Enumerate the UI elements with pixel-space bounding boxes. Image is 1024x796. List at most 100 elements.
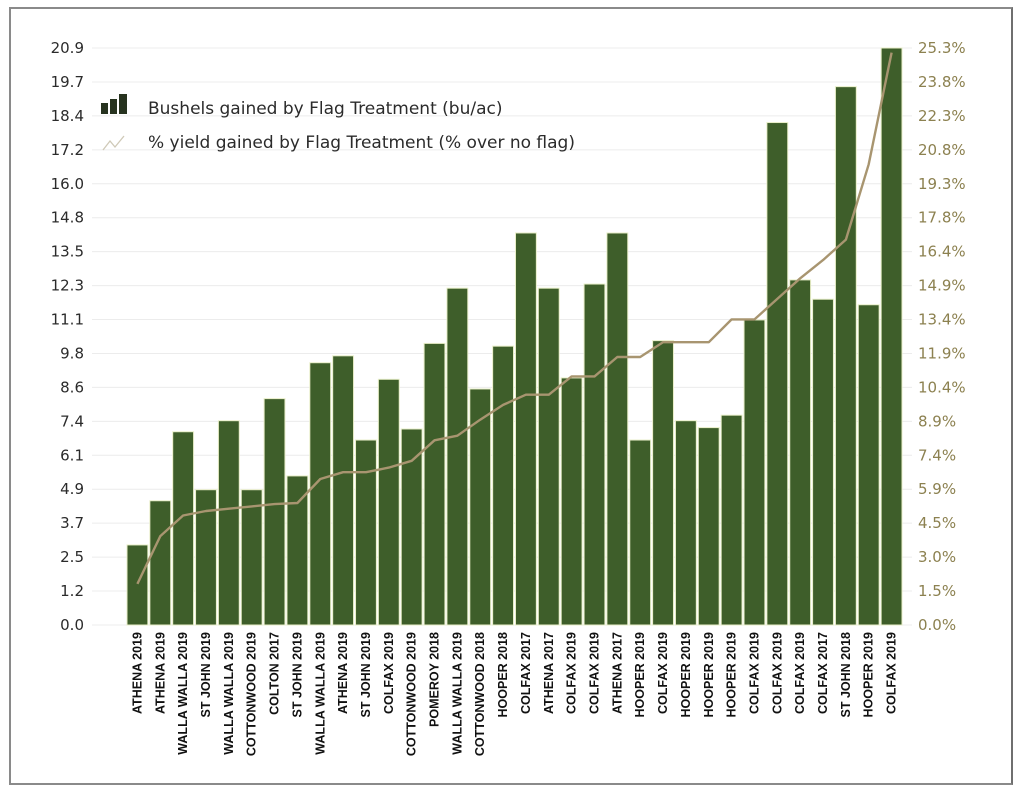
- x-tick-label: ST JOHN 2018: [839, 632, 853, 718]
- bar: [606, 232, 629, 626]
- right-y-tick-label: 1.5%: [918, 582, 956, 600]
- x-tick-label: HOOPER 2019: [862, 632, 876, 718]
- x-tick-label: ATHENA 2017: [542, 632, 556, 714]
- left-y-tick-label: 8.6: [60, 378, 84, 396]
- bar: [766, 122, 789, 626]
- left-y-tick-label: 9.8: [60, 344, 84, 362]
- left-y-tick-label: 14.8: [51, 209, 84, 227]
- bar: [172, 431, 195, 626]
- right-y-tick-label: 0.0%: [918, 616, 956, 634]
- right-y-tick-label: 4.5%: [918, 514, 956, 532]
- x-tick-label: COLFAX 2017: [816, 632, 830, 714]
- left-y-tick-label: 3.7: [60, 514, 84, 532]
- x-tick-label: COLFAX 2019: [885, 632, 899, 714]
- bar: [789, 279, 812, 626]
- legend: Bushels gained by Flag Treatment (bu/ac)…: [101, 94, 575, 153]
- bar: [674, 420, 697, 626]
- left-y-tick-label: 0.0: [60, 616, 84, 634]
- x-tick-label: HOOPER 2018: [496, 632, 510, 718]
- left-y-tick-label: 11.1: [51, 311, 84, 329]
- bar: [377, 378, 400, 626]
- left-y-tick-label: 19.7: [51, 73, 84, 91]
- bar: [492, 345, 515, 626]
- left-y-tick-label: 1.2: [60, 582, 84, 600]
- x-tick-label: COLFAX 2017: [519, 632, 533, 714]
- right-y-tick-label: 20.8%: [918, 141, 966, 159]
- x-tick-label: HOOPER 2019: [633, 632, 647, 718]
- x-tick-label: COLFAX 2019: [747, 632, 761, 714]
- bar: [812, 298, 834, 626]
- bar: [537, 287, 560, 626]
- right-y-tick-label: 19.3%: [918, 175, 966, 193]
- x-tick-label: ATHENA 2019: [130, 632, 144, 714]
- left-y-tick-label: 17.2: [51, 141, 84, 159]
- bar: [629, 439, 652, 626]
- bar: [263, 398, 286, 626]
- x-tick-label: COLFAX 2019: [587, 632, 601, 714]
- bar: [195, 489, 217, 626]
- left-y-axis: 0.0 1.2 2.5 3.7 4.9 6.1 7.4 8.6 9.8 11.1 12.3 13.5 1…: [51, 39, 84, 634]
- bar-chart-icon: [101, 94, 127, 114]
- right-y-tick-label: 10.4%: [918, 378, 966, 396]
- x-tick-label: WALLA WALLA 2019: [450, 632, 464, 755]
- bar: [880, 47, 903, 626]
- yield-line: [136, 52, 893, 585]
- left-y-tick-label: 13.5: [51, 243, 84, 261]
- bar: [400, 428, 423, 626]
- bar: [446, 287, 469, 626]
- right-y-tick-label: 11.9%: [918, 344, 966, 362]
- x-tick-label: POMEROY 2018: [428, 632, 442, 727]
- bar: [309, 362, 332, 626]
- bar: [332, 355, 355, 626]
- bar: [240, 489, 263, 626]
- left-y-tick-label: 18.4: [51, 107, 84, 125]
- right-y-tick-label: 13.4%: [918, 311, 966, 329]
- bar: [743, 319, 766, 626]
- bar: [720, 414, 743, 626]
- x-tick-label: COTTONWOOD 2018: [473, 632, 487, 756]
- left-y-tick-label: 16.0: [51, 175, 84, 193]
- bar: [126, 544, 149, 626]
- x-tick-label: ATHENA 2017: [610, 632, 624, 714]
- x-tick-label: ST JOHN 2019: [290, 632, 304, 718]
- x-tick-label: WALLA WALLA 2019: [176, 632, 190, 755]
- x-tick-label: COLFAX 2019: [656, 632, 670, 714]
- right-y-tick-label: 5.9%: [918, 480, 956, 498]
- x-tick-label: COLTON 2017: [268, 632, 282, 715]
- x-tick-label: HOOPER 2019: [702, 632, 716, 718]
- bar: [834, 86, 857, 626]
- x-tick-label: COLFAX 2019: [382, 632, 396, 714]
- bar: [286, 475, 309, 626]
- bar: [355, 439, 377, 626]
- x-tick-label: WALLA WALLA 2019: [222, 632, 236, 755]
- x-tick-label: WALLA WALLA 2019: [313, 632, 327, 755]
- right-y-tick-label: 23.8%: [918, 73, 966, 91]
- bar: [423, 342, 446, 626]
- right-y-tick-label: 22.3%: [918, 107, 966, 125]
- x-tick-label: COLFAX 2019: [565, 632, 579, 714]
- x-tick-label: HOOPER 2019: [725, 632, 739, 718]
- bar-series: [126, 47, 903, 626]
- x-axis: ATHENA 2019 ATHENA 2019 WALLA WALLA 2019 ST…: [130, 632, 898, 756]
- left-y-tick-label: 6.1: [60, 446, 84, 464]
- x-tick-label: HOOPER 2019: [679, 632, 693, 718]
- right-y-tick-label: 16.4%: [918, 243, 966, 261]
- x-tick-label: COTTONWOOD 2019: [405, 632, 419, 756]
- x-tick-label: COLFAX 2019: [793, 632, 807, 714]
- x-tick-label: ST JOHN 2019: [199, 632, 213, 718]
- right-y-tick-label: 7.4%: [918, 446, 956, 464]
- left-y-tick-label: 12.3: [51, 277, 84, 295]
- bar: [515, 232, 537, 626]
- left-y-tick-label: 7.4: [60, 412, 84, 430]
- line-chart-icon: [102, 135, 125, 151]
- bar: [857, 304, 880, 626]
- right-y-tick-label: 25.3%: [918, 39, 966, 57]
- left-y-tick-label: 20.9: [51, 39, 84, 57]
- x-tick-label: ST JOHN 2019: [359, 632, 373, 718]
- bar: [697, 427, 720, 626]
- line-series: [136, 52, 893, 585]
- x-tick-label: ATHENA 2019: [153, 632, 167, 714]
- right-y-axis: 0.0% 1.5% 3.0% 4.5% 5.9% 7.4% 8.9% 10.4% 11.9% 13…: [918, 39, 966, 634]
- legend-line-label: % yield gained by Flag Treatment (% over…: [148, 133, 575, 153]
- x-tick-label: COTTONWOOD 2019: [245, 632, 259, 756]
